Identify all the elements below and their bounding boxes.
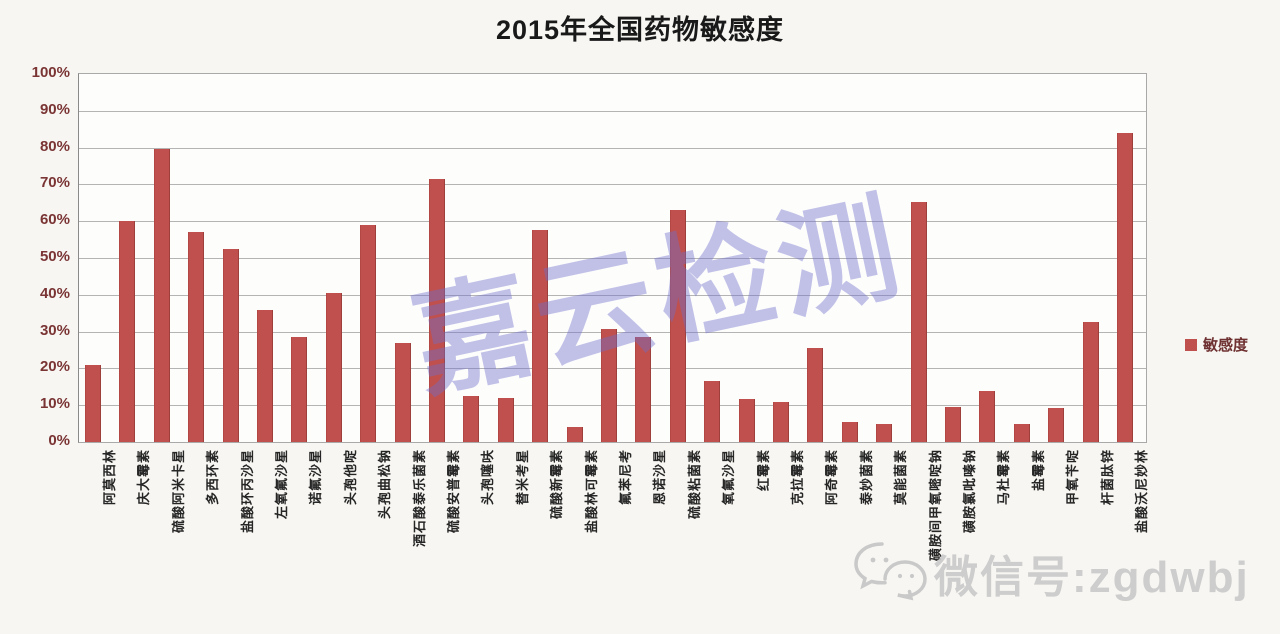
wechat-logo-icon [852, 538, 930, 607]
bar-甲氧苄啶 [1048, 408, 1064, 442]
x-axis-label: 酒石酸泰乐菌素 [412, 449, 427, 548]
bar-硫酸粘菌素 [670, 210, 686, 442]
wechat-id-text: 微信号:zgdwbj [934, 552, 1250, 602]
gridline [79, 148, 1146, 149]
y-axis-tick-label: 30% [39, 322, 70, 339]
x-axis-label: 替米考星 [515, 449, 530, 506]
bar-盐霉素 [1014, 424, 1030, 442]
bar-酒石酸泰乐菌素 [395, 343, 411, 442]
bar-左氧氟沙星 [257, 310, 273, 442]
y-axis-tick-label: 40% [39, 285, 70, 302]
x-axis-label: 甲氧苄啶 [1065, 449, 1080, 506]
y-axis-tick-label: 50% [39, 248, 70, 265]
bar-盐酸沃尼妙林 [1117, 133, 1133, 442]
x-axis-label: 诺氟沙星 [308, 449, 323, 506]
x-axis-label: 磺胺氯吡嗪钠 [962, 449, 977, 534]
bar-多西环素 [188, 232, 204, 442]
x-axis-label: 硫酸阿米卡星 [171, 449, 186, 534]
x-axis-label: 头孢曲松钠 [377, 449, 392, 520]
x-axis-label: 阿奇霉素 [824, 449, 839, 506]
x-axis-label: 氟苯尼考 [618, 449, 633, 506]
x-axis-label: 盐酸环丙沙星 [240, 449, 255, 534]
plot-area [78, 73, 1147, 443]
bar-硫酸新霉素 [532, 230, 548, 442]
bar-马杜霉素 [979, 391, 995, 442]
gridline [79, 184, 1146, 185]
x-axis-label: 泰妙菌素 [859, 449, 874, 506]
bar-泰妙菌素 [842, 422, 858, 442]
x-axis-label: 杆菌肽锌 [1100, 449, 1115, 506]
bar-头孢噻呋 [463, 396, 479, 442]
y-axis-tick-label: 60% [39, 211, 70, 228]
x-axis-label: 硫酸新霉素 [549, 449, 564, 520]
x-axis-label: 盐霉素 [1031, 449, 1046, 492]
bar-诺氟沙星 [291, 337, 307, 442]
bar-红霉素 [739, 399, 755, 442]
bar-莫能菌素 [876, 424, 892, 442]
bar-替米考星 [498, 398, 514, 442]
gridline [79, 295, 1146, 296]
bar-头孢曲松钠 [360, 225, 376, 442]
bar-阿莫西林 [85, 365, 101, 442]
gridline [79, 111, 1146, 112]
bar-头孢他啶 [326, 293, 342, 442]
bar-盐酸环丙沙星 [223, 249, 239, 442]
legend: 敏感度 [1185, 334, 1248, 355]
x-axis-label: 盐酸林可霉素 [584, 449, 599, 534]
x-axis-label: 克拉霉素 [790, 449, 805, 506]
gridline [79, 221, 1146, 222]
bar-磺胺间甲氧嘧啶钠 [911, 202, 927, 442]
bar-庆大霉素 [119, 221, 135, 442]
wechat-watermark: 微信号:zgdwbj [852, 538, 1250, 607]
bar-氧氟沙星 [704, 381, 720, 442]
bar-氟苯尼考 [601, 329, 617, 442]
y-axis-tick-label: 10% [39, 395, 70, 412]
bar-恩诺沙星 [635, 337, 651, 442]
x-axis-label: 庆大霉素 [136, 449, 151, 506]
x-axis-label: 阿莫西林 [102, 449, 117, 506]
bar-硫酸阿米卡星 [154, 149, 170, 442]
x-axis-label: 头孢他啶 [343, 449, 358, 506]
x-axis-label: 马杜霉素 [996, 449, 1011, 506]
x-axis-label: 多西环素 [205, 449, 220, 506]
x-axis-label: 红霉素 [756, 449, 771, 492]
bar-盐酸林可霉素 [567, 427, 583, 442]
x-axis-label: 硫酸粘菌素 [687, 449, 702, 520]
bar-硫酸安普霉素 [429, 179, 445, 442]
x-axis-label: 硫酸安普霉素 [446, 449, 461, 534]
gridline [79, 258, 1146, 259]
legend-label: 敏感度 [1203, 337, 1249, 354]
y-axis-tick-label: 100% [31, 64, 70, 81]
bar-阿奇霉素 [807, 348, 823, 442]
y-axis-tick-label: 0% [48, 432, 70, 449]
y-axis-tick-label: 80% [39, 138, 70, 155]
x-axis-label: 莫能菌素 [893, 449, 908, 506]
bar-磺胺氯吡嗪钠 [945, 407, 961, 442]
bar-杆菌肽锌 [1083, 322, 1099, 442]
legend-swatch [1185, 338, 1197, 351]
x-axis-label: 头孢噻呋 [480, 449, 495, 506]
y-axis-tick-label: 20% [39, 358, 70, 375]
y-axis-tick-label: 90% [39, 101, 70, 118]
x-axis-label: 恩诺沙星 [652, 449, 667, 506]
chart-title: 2015年全国药物敏感度 [495, 15, 785, 45]
x-axis-label: 左氧氟沙星 [274, 449, 289, 520]
x-axis-label: 氧氟沙星 [721, 449, 736, 506]
x-axis-label: 盐酸沃尼妙林 [1134, 449, 1149, 534]
y-axis-tick-label: 70% [39, 174, 70, 191]
bar-克拉霉素 [773, 402, 789, 442]
